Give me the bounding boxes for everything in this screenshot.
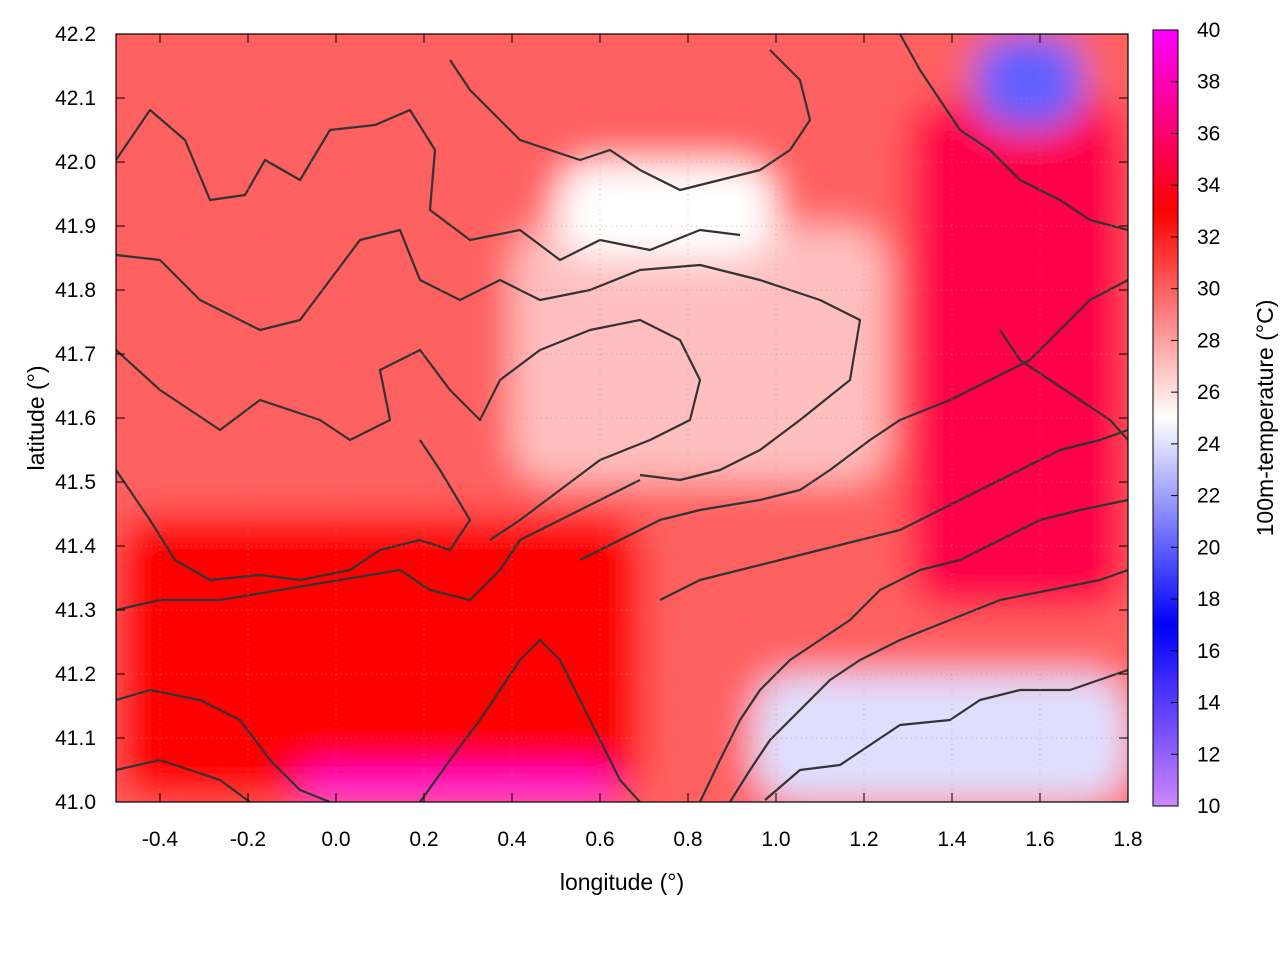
contour-line <box>116 479 641 612</box>
heatmap-layer <box>116 34 1128 802</box>
contour-lines <box>116 34 1128 802</box>
heatmap-region <box>556 162 776 258</box>
x-tick-label: 0.8 <box>673 828 702 851</box>
contour-line <box>729 568 1128 802</box>
colorbar-tick-label: 30 <box>1197 278 1220 301</box>
x-tick-label: 1.6 <box>1025 828 1054 851</box>
colorbar: 10 12 14 16 18 20 22 24 26 28 30 32 34 36 38 40 100m-te… <box>1152 19 1278 818</box>
contour-line <box>116 439 472 582</box>
heatmap-region <box>908 98 1128 610</box>
colorbar-tick-label: 20 <box>1197 536 1220 559</box>
y-axis: 41.0 41.1 41.2 41.3 41.4 41.5 41.6 41.7 41.8 41.9… <box>55 23 1128 814</box>
colorbar-tick-label: 34 <box>1197 174 1221 197</box>
x-tick-label: 1.4 <box>937 828 967 851</box>
y-tick-label: 41.3 <box>55 599 96 622</box>
x-tick-label: -0.2 <box>230 828 266 851</box>
y-tick-label: 41.6 <box>55 407 96 430</box>
colorbar-tick-label: 14 <box>1197 692 1221 715</box>
colorbar-tick-label: 26 <box>1197 381 1220 404</box>
colorbar-ticks: 10 12 14 16 18 20 22 24 26 28 30 32 34 36 38 40 <box>1171 19 1221 818</box>
colorbar-tick-label: 22 <box>1197 485 1220 508</box>
contour-line <box>116 318 702 541</box>
contour-line <box>449 49 812 192</box>
x-axis-title: longitude (°) <box>560 869 684 895</box>
x-tick-label: 0.0 <box>321 828 350 851</box>
colorbar-tick-label: 40 <box>1197 19 1220 42</box>
colorbar-scale <box>1152 29 1179 807</box>
contour-line <box>116 758 251 802</box>
colorbar-title: 100m-temperature (°C) <box>1252 300 1278 537</box>
contour-line <box>116 688 331 802</box>
y-axis-title: latitude (°) <box>23 365 49 470</box>
y-tick-label: 42.2 <box>55 23 96 46</box>
y-tick-label: 41.7 <box>55 343 96 366</box>
contour-line <box>999 329 1128 441</box>
y-tick-label: 42.0 <box>55 151 96 174</box>
y-tick-label: 41.2 <box>55 663 96 686</box>
contour-line <box>579 279 1128 561</box>
colorbar-tick-label: 10 <box>1197 795 1220 818</box>
heatmap-region <box>974 34 1084 130</box>
x-tick-label: 0.6 <box>585 828 614 851</box>
colorbar-tick-label: 24 <box>1197 433 1221 456</box>
x-tick-label: -0.4 <box>142 828 179 851</box>
colorbar-tick-label: 36 <box>1197 122 1220 145</box>
plot-area <box>115 33 1129 803</box>
colorbar-tick-label: 28 <box>1197 329 1220 352</box>
colorbar-tick-label: 32 <box>1197 226 1220 249</box>
y-tick-label: 41.1 <box>55 727 96 750</box>
contour-line <box>764 668 1128 801</box>
heatmap-region <box>116 514 644 802</box>
y-tick-label: 41.4 <box>55 535 96 558</box>
heatmap-region <box>292 770 622 802</box>
contour-line <box>699 498 1128 802</box>
x-tick-label: 1.0 <box>761 828 790 851</box>
y-tick-label: 42.1 <box>55 87 96 110</box>
colorbar-tick-label: 38 <box>1197 71 1220 94</box>
colorbar-tick-label: 16 <box>1197 640 1220 663</box>
y-tick-label: 41.9 <box>55 215 96 238</box>
contour-line <box>659 428 1128 601</box>
colorbar-tick-label: 18 <box>1197 588 1220 611</box>
colorbar-tick-label: 12 <box>1197 743 1220 766</box>
grid-lines <box>116 34 1128 802</box>
x-tick-label: 1.8 <box>1113 828 1142 851</box>
x-tick-label: 1.2 <box>849 828 878 851</box>
y-tick-label: 41.5 <box>55 471 96 494</box>
y-tick-label: 41.8 <box>55 279 96 302</box>
contour-line <box>116 228 862 482</box>
contour-line <box>899 34 1128 232</box>
contour-line <box>419 638 641 802</box>
x-tick-label: 0.4 <box>497 828 527 851</box>
y-tick-label: 41.0 <box>55 791 96 814</box>
x-axis: -0.4 -0.2 0.0 0.2 0.4 0.6 0.8 1.0 1.2 1.4 1.6 1.8 <box>142 34 1143 851</box>
x-tick-label: 0.2 <box>409 828 438 851</box>
